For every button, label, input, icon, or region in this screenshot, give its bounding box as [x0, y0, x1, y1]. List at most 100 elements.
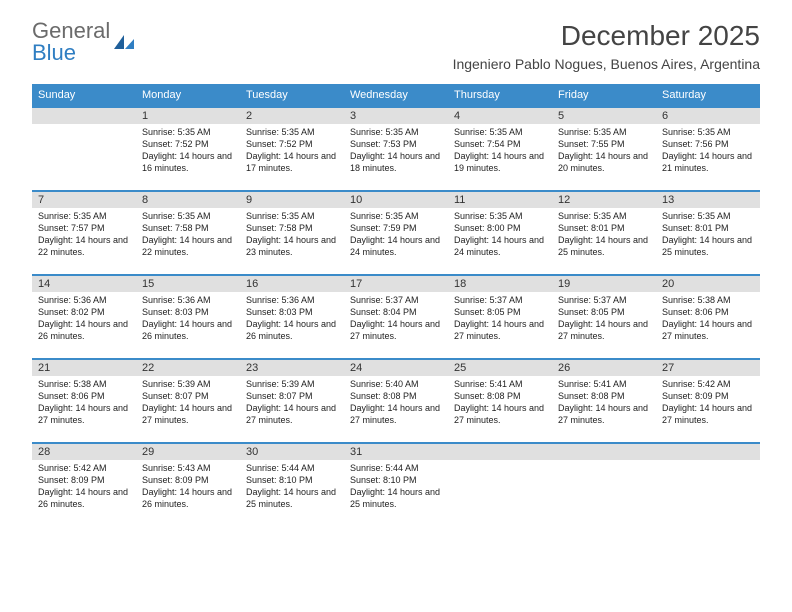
day-cell: 27Sunrise: 5:42 AMSunset: 8:09 PMDayligh… [656, 360, 760, 442]
sunrise-line: Sunrise: 5:35 AM [558, 210, 650, 222]
sunrise-line: Sunrise: 5:35 AM [454, 210, 546, 222]
sunset-line: Sunset: 7:58 PM [142, 222, 234, 234]
day-cell: 30Sunrise: 5:44 AMSunset: 8:10 PMDayligh… [240, 444, 344, 526]
sunrise-line: Sunrise: 5:36 AM [142, 294, 234, 306]
sunrise-line: Sunrise: 5:37 AM [454, 294, 546, 306]
day-body: Sunrise: 5:37 AMSunset: 8:05 PMDaylight:… [552, 292, 656, 347]
sunset-line: Sunset: 8:08 PM [350, 390, 442, 402]
sunrise-line: Sunrise: 5:44 AM [350, 462, 442, 474]
month-title: December 2025 [453, 20, 760, 52]
day-body: Sunrise: 5:35 AMSunset: 7:53 PMDaylight:… [344, 124, 448, 179]
daylight-line: Daylight: 14 hours and 27 minutes. [662, 402, 754, 426]
daylight-line: Daylight: 14 hours and 27 minutes. [662, 318, 754, 342]
day-cell: 15Sunrise: 5:36 AMSunset: 8:03 PMDayligh… [136, 276, 240, 358]
day-number: 30 [240, 444, 344, 460]
daylight-line: Daylight: 14 hours and 25 minutes. [350, 486, 442, 510]
day-cell: 12Sunrise: 5:35 AMSunset: 8:01 PMDayligh… [552, 192, 656, 274]
day-cell: 29Sunrise: 5:43 AMSunset: 8:09 PMDayligh… [136, 444, 240, 526]
sunrise-line: Sunrise: 5:42 AM [38, 462, 130, 474]
day-body: Sunrise: 5:35 AMSunset: 7:57 PMDaylight:… [32, 208, 136, 263]
sunrise-line: Sunrise: 5:41 AM [454, 378, 546, 390]
day-cell: 1Sunrise: 5:35 AMSunset: 7:52 PMDaylight… [136, 108, 240, 190]
sunset-line: Sunset: 8:01 PM [558, 222, 650, 234]
day-number: 7 [32, 192, 136, 208]
day-number: 21 [32, 360, 136, 376]
daylight-line: Daylight: 14 hours and 24 minutes. [350, 234, 442, 258]
day-cell: 8Sunrise: 5:35 AMSunset: 7:58 PMDaylight… [136, 192, 240, 274]
sunset-line: Sunset: 8:08 PM [558, 390, 650, 402]
day-number: 3 [344, 108, 448, 124]
day-number: 20 [656, 276, 760, 292]
day-body: Sunrise: 5:43 AMSunset: 8:09 PMDaylight:… [136, 460, 240, 515]
sunrise-line: Sunrise: 5:35 AM [142, 126, 234, 138]
day-body: Sunrise: 5:35 AMSunset: 7:56 PMDaylight:… [656, 124, 760, 179]
sunset-line: Sunset: 7:59 PM [350, 222, 442, 234]
sunset-line: Sunset: 8:05 PM [454, 306, 546, 318]
logo-text-block: General Blue [32, 20, 110, 64]
week-row: 21Sunrise: 5:38 AMSunset: 8:06 PMDayligh… [32, 358, 760, 442]
header-row: General Blue December 2025 Ingeniero Pab… [32, 20, 760, 72]
sunset-line: Sunset: 8:06 PM [662, 306, 754, 318]
day-number: 22 [136, 360, 240, 376]
day-cell: 31Sunrise: 5:44 AMSunset: 8:10 PMDayligh… [344, 444, 448, 526]
day-number: 23 [240, 360, 344, 376]
sunset-line: Sunset: 8:01 PM [662, 222, 754, 234]
day-body: Sunrise: 5:44 AMSunset: 8:10 PMDaylight:… [344, 460, 448, 515]
day-cell: 14Sunrise: 5:36 AMSunset: 8:02 PMDayligh… [32, 276, 136, 358]
sunset-line: Sunset: 7:57 PM [38, 222, 130, 234]
day-cell: 5Sunrise: 5:35 AMSunset: 7:55 PMDaylight… [552, 108, 656, 190]
daylight-line: Daylight: 14 hours and 27 minutes. [142, 402, 234, 426]
daylight-line: Daylight: 14 hours and 26 minutes. [38, 486, 130, 510]
daylight-line: Daylight: 14 hours and 27 minutes. [558, 318, 650, 342]
day-body: Sunrise: 5:35 AMSunset: 7:58 PMDaylight:… [136, 208, 240, 263]
day-number: 13 [656, 192, 760, 208]
day-number: 2 [240, 108, 344, 124]
day-body: Sunrise: 5:37 AMSunset: 8:04 PMDaylight:… [344, 292, 448, 347]
day-body: Sunrise: 5:40 AMSunset: 8:08 PMDaylight:… [344, 376, 448, 431]
sunset-line: Sunset: 8:10 PM [246, 474, 338, 486]
sunrise-line: Sunrise: 5:35 AM [142, 210, 234, 222]
day-body: Sunrise: 5:35 AMSunset: 8:00 PMDaylight:… [448, 208, 552, 263]
sunrise-line: Sunrise: 5:35 AM [38, 210, 130, 222]
daylight-line: Daylight: 14 hours and 21 minutes. [662, 150, 754, 174]
daylight-line: Daylight: 14 hours and 22 minutes. [38, 234, 130, 258]
weekday-header: Saturday [656, 84, 760, 106]
day-body: Sunrise: 5:38 AMSunset: 8:06 PMDaylight:… [656, 292, 760, 347]
day-body: Sunrise: 5:42 AMSunset: 8:09 PMDaylight:… [32, 460, 136, 515]
sunrise-line: Sunrise: 5:36 AM [38, 294, 130, 306]
sunrise-line: Sunrise: 5:38 AM [38, 378, 130, 390]
sunset-line: Sunset: 7:52 PM [246, 138, 338, 150]
weekday-header: Friday [552, 84, 656, 106]
day-body [552, 460, 656, 466]
day-body: Sunrise: 5:35 AMSunset: 8:01 PMDaylight:… [656, 208, 760, 263]
day-cell: 16Sunrise: 5:36 AMSunset: 8:03 PMDayligh… [240, 276, 344, 358]
day-body: Sunrise: 5:36 AMSunset: 8:02 PMDaylight:… [32, 292, 136, 347]
sunrise-line: Sunrise: 5:35 AM [350, 210, 442, 222]
sunset-line: Sunset: 8:00 PM [454, 222, 546, 234]
day-cell: 17Sunrise: 5:37 AMSunset: 8:04 PMDayligh… [344, 276, 448, 358]
day-cell: 21Sunrise: 5:38 AMSunset: 8:06 PMDayligh… [32, 360, 136, 442]
day-cell: 4Sunrise: 5:35 AMSunset: 7:54 PMDaylight… [448, 108, 552, 190]
sunrise-line: Sunrise: 5:35 AM [558, 126, 650, 138]
sunrise-line: Sunrise: 5:38 AM [662, 294, 754, 306]
day-number: 16 [240, 276, 344, 292]
day-cell: 25Sunrise: 5:41 AMSunset: 8:08 PMDayligh… [448, 360, 552, 442]
daylight-line: Daylight: 14 hours and 27 minutes. [246, 402, 338, 426]
day-number: 31 [344, 444, 448, 460]
day-number: 5 [552, 108, 656, 124]
daylight-line: Daylight: 14 hours and 26 minutes. [38, 318, 130, 342]
day-number: 17 [344, 276, 448, 292]
day-body: Sunrise: 5:41 AMSunset: 8:08 PMDaylight:… [552, 376, 656, 431]
day-cell: 7Sunrise: 5:35 AMSunset: 7:57 PMDaylight… [32, 192, 136, 274]
day-cell: 26Sunrise: 5:41 AMSunset: 8:08 PMDayligh… [552, 360, 656, 442]
day-number [656, 444, 760, 460]
day-cell [448, 444, 552, 526]
day-body: Sunrise: 5:35 AMSunset: 7:52 PMDaylight:… [136, 124, 240, 179]
day-cell: 9Sunrise: 5:35 AMSunset: 7:58 PMDaylight… [240, 192, 344, 274]
weekday-header: Thursday [448, 84, 552, 106]
daylight-line: Daylight: 14 hours and 27 minutes. [454, 402, 546, 426]
day-body: Sunrise: 5:36 AMSunset: 8:03 PMDaylight:… [240, 292, 344, 347]
sunrise-line: Sunrise: 5:35 AM [246, 126, 338, 138]
day-number: 12 [552, 192, 656, 208]
day-number: 11 [448, 192, 552, 208]
